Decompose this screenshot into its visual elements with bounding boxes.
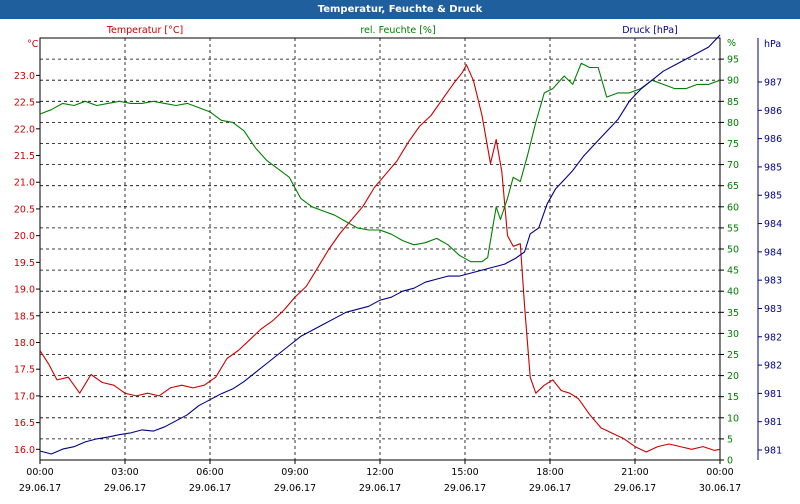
temperature-axis: 16.0 16.5 17.0 17.5 18.0 18.5 19.0 19.5 20.0 20.5…	[14, 25, 183, 456]
date-tick-label: 29.06.17	[444, 483, 486, 494]
temperature-tick-label: 19.0	[14, 285, 35, 296]
humidity-tick-label: 50	[727, 245, 739, 256]
temperature-tick-label: 18.0	[14, 338, 35, 349]
date-tick-label: 29.06.17	[19, 483, 61, 494]
humidity-tick-label: 5	[727, 434, 733, 445]
series-line-pressure	[39, 34, 721, 455]
date-tick-label: 30.06.17	[699, 483, 741, 494]
humidity-tick-label: 30	[727, 329, 739, 340]
time-tick-label: 12:00	[366, 467, 393, 478]
series-line-temperature	[39, 64, 721, 453]
pressure-tick-label: 986	[764, 106, 782, 117]
pressure-tick-label: 981	[764, 446, 782, 457]
temperature-tick-label: 17.5	[14, 365, 35, 376]
date-tick-label: 29.06.17	[529, 483, 571, 494]
temperature-tick-label: 21.0	[14, 178, 35, 189]
temperature-tick-label: 21.5	[14, 151, 35, 162]
pressure-tick-label: 986	[764, 134, 782, 145]
temperature-tick-label: 17.0	[14, 391, 35, 402]
humidity-tick-label: 55	[727, 223, 739, 234]
temperature-tick-label: 16.0	[14, 445, 35, 456]
pressure-axis: 981 981 981 982 982 983 983 984 984 985 985 986 986 9…	[622, 25, 782, 457]
temperature-unit: °C	[27, 39, 39, 50]
pressure-tick-label: 984	[764, 247, 782, 258]
time-axis: 00:00 29.06.17 03:00 29.06.17 06:00 29.06.17 0…	[19, 460, 741, 494]
humidity-tick-label: 15	[727, 392, 739, 403]
temperature-tick-label: 22.0	[14, 124, 35, 135]
temperature-tick-label: 20.5	[14, 204, 35, 215]
humidity-unit: %	[727, 38, 736, 49]
series-layer	[39, 34, 721, 455]
time-tick-label: 00:00	[706, 467, 733, 478]
time-tick-label: 18:00	[536, 467, 563, 478]
pressure-unit: hPa	[764, 39, 781, 50]
pressure-tick-label: 983	[764, 304, 782, 315]
humidity-tick-label: 65	[727, 181, 739, 192]
chart-panel: 16.0 16.5 17.0 17.5 18.0 18.5 19.0 19.5 20.0 20.5…	[0, 19, 800, 500]
humidity-tick-label: 10	[727, 413, 739, 424]
temperature-tick-label: 22.5	[14, 98, 35, 109]
humidity-tick-label: 40	[727, 287, 739, 298]
pressure-tick-label: 981	[764, 389, 782, 400]
humidity-tick-label: 75	[727, 139, 739, 150]
time-tick-label: 00:00	[26, 467, 53, 478]
humidity-tick-label: 20	[727, 371, 739, 382]
time-tick-label: 15:00	[451, 467, 478, 478]
temperature-tick-label: 16.5	[14, 418, 35, 429]
pressure-tick-label: 983	[764, 276, 782, 287]
temperature-tick-label: 20.0	[14, 231, 35, 242]
time-tick-label: 03:00	[111, 467, 138, 478]
pressure-tick-label: 982	[764, 332, 782, 343]
pressure-tick-label: 982	[764, 361, 782, 372]
pressure-tick-label: 985	[764, 162, 782, 173]
time-tick-label: 09:00	[281, 467, 308, 478]
temperature-tick-label: 19.5	[14, 258, 35, 269]
humidity-tick-label: 45	[727, 266, 739, 277]
date-tick-label: 29.06.17	[614, 483, 656, 494]
humidity-tick-label: 90	[727, 76, 739, 87]
window-title: Temperatur, Feuchte & Druck	[0, 0, 800, 19]
pressure-tick-label: 981	[764, 417, 782, 428]
time-tick-label: 21:00	[621, 467, 648, 478]
plot-frame	[39, 37, 759, 461]
temperature-tick-label: 23.0	[14, 71, 35, 82]
pressure-tick-label: 985	[764, 191, 782, 202]
humidity-tick-label: 25	[727, 350, 739, 361]
humidity-axis: 0 5 10 15 20 25 30 35 40 45 50 55 60 65 70 75 80 85 90 95% r…	[360, 25, 739, 467]
date-tick-label: 29.06.17	[189, 483, 231, 494]
humidity-tick-label: 70	[727, 160, 739, 171]
humidity-tick-label: 60	[727, 202, 739, 213]
date-tick-label: 29.06.17	[274, 483, 316, 494]
date-tick-label: 29.06.17	[359, 483, 401, 494]
temperature-tick-label: 18.5	[14, 311, 35, 322]
date-tick-label: 29.06.17	[104, 483, 146, 494]
humidity-tick-label: 95	[727, 55, 739, 66]
humidity-tick-label: 35	[727, 308, 739, 319]
series-line-humidity	[39, 62, 721, 263]
pressure-axis-label: Druck [hPa]	[622, 25, 678, 36]
humidity-tick-label: 85	[727, 97, 739, 108]
grid	[39, 38, 721, 461]
humidity-tick-label: 80	[727, 118, 739, 129]
humidity-axis-label: rel. Feuchte [%]	[360, 25, 435, 36]
time-tick-label: 06:00	[196, 467, 223, 478]
chart-svg: 16.0 16.5 17.0 17.5 18.0 18.5 19.0 19.5 20.0 20.5…	[14, 25, 782, 494]
pressure-tick-label: 984	[764, 219, 782, 230]
temperature-axis-label: Temperatur [°C]	[106, 25, 183, 36]
pressure-tick-label: 987	[764, 78, 782, 89]
humidity-tick-label: 0	[727, 456, 733, 467]
